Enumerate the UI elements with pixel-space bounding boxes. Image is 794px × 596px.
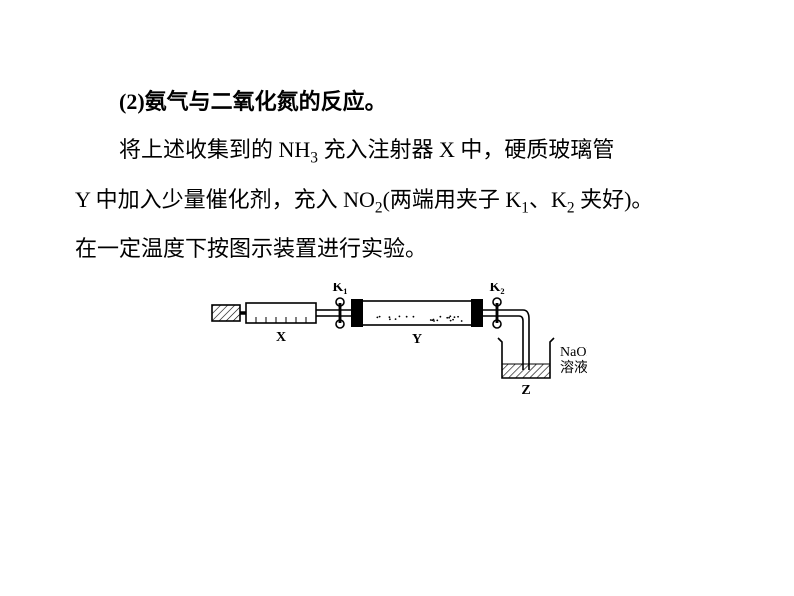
p3-part-d: 夹好)。 [575, 187, 654, 212]
sub-2b: 2 [567, 199, 575, 216]
sub-2a: 2 [375, 199, 383, 216]
svg-text:Z: Z [521, 383, 530, 398]
p2-part-a: 将上述收集到的 NH [119, 137, 310, 162]
item-number: (2) [119, 89, 145, 114]
p3-part-a: Y 中加入少量催化剂，充入 NO [75, 187, 375, 212]
svg-text:溶液: 溶液 [560, 360, 587, 376]
paragraph-4: 在一定温度下按图示装置进行实验。 [75, 225, 719, 273]
svg-text:K₁: K₁ [332, 283, 347, 295]
paragraph-heading: (2)氨气与二氧化氮的反应。 [75, 78, 719, 126]
p4-text: 在一定温度下按图示装置进行实验。 [75, 236, 427, 261]
sub-3: 3 [310, 150, 318, 167]
sub-1: 1 [521, 199, 529, 216]
p2-part-b: 充入注射器 X 中，硬质玻璃管 [318, 137, 614, 162]
paragraph-3: Y 中加入少量催化剂，充入 NO2(两端用夹子 K1、K2 夹好)。 [75, 176, 719, 225]
p3-part-c: 、K [529, 187, 567, 212]
svg-text:X: X [276, 330, 286, 345]
apparatus-diagram: K₁ K₂ X Y Z NaOH溶液 [207, 283, 587, 408]
paragraph-2: 将上述收集到的 NH3 充入注射器 X 中，硬质玻璃管 [75, 126, 719, 175]
apparatus-svg: K₁ K₂ X Y Z NaOH溶液 [207, 283, 587, 403]
diagram-container: K₁ K₂ X Y Z NaOH溶液 [0, 283, 794, 408]
page-content: (2)氨气与二氧化氮的反应。 将上述收集到的 NH3 充入注射器 X 中，硬质玻… [0, 0, 794, 273]
svg-text:Y: Y [412, 332, 422, 347]
svg-text:K₂: K₂ [489, 283, 504, 295]
p3-part-b: (两端用夹子 K [383, 187, 522, 212]
svg-text:NaOH: NaOH [560, 345, 587, 360]
heading-text: 氨气与二氧化氮的反应。 [145, 89, 387, 114]
